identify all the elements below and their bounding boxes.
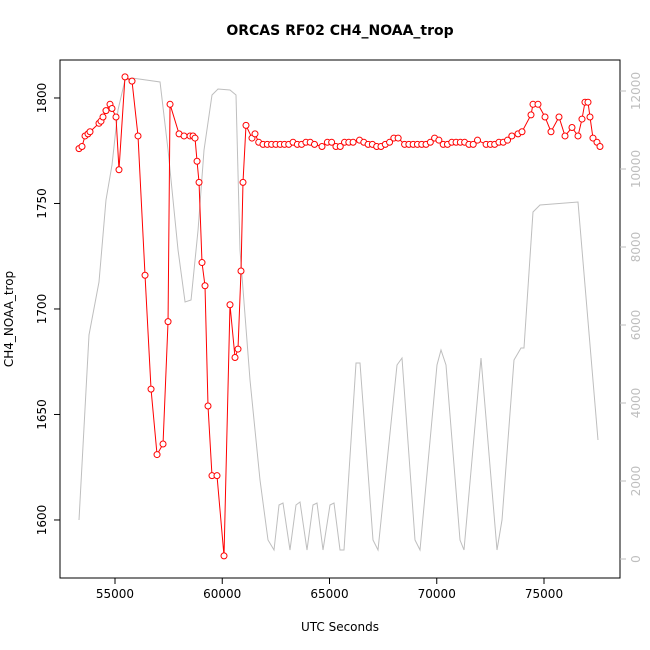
y-tick-label: 1700 — [35, 294, 49, 325]
data-point — [213, 472, 221, 480]
data-point — [220, 552, 228, 560]
chart-title: ORCAS RF02 CH4_NOAA_trop — [226, 23, 453, 39]
data-point — [193, 157, 201, 165]
data-point — [234, 345, 242, 353]
data-point — [318, 143, 326, 151]
y2-tick-label: 4000 — [629, 388, 643, 419]
y2-tick-label: 2000 — [629, 466, 643, 497]
x-tick-label: 60000 — [203, 587, 241, 601]
data-point — [508, 132, 516, 140]
data-point — [328, 138, 336, 146]
data-point — [239, 178, 247, 186]
data-point — [541, 113, 549, 121]
data-point — [159, 440, 167, 448]
x-tick-label: 75000 — [525, 587, 563, 601]
data-point — [147, 385, 155, 393]
data-point — [527, 111, 535, 119]
data-point — [584, 98, 592, 106]
data-point — [86, 128, 94, 136]
y2-tick-label: 12000 — [629, 72, 643, 110]
data-point — [251, 130, 259, 138]
plot-frame — [59, 59, 621, 579]
data-point — [394, 134, 402, 142]
data-point — [195, 178, 203, 186]
data-point — [231, 354, 239, 362]
y-tick-label: 1650 — [35, 399, 49, 430]
data-point — [547, 128, 555, 136]
data-point — [237, 267, 245, 275]
data-point — [596, 143, 604, 151]
data-point — [534, 100, 542, 108]
data-point — [201, 282, 209, 290]
data-point — [242, 121, 250, 129]
y-tick-label: 1750 — [35, 188, 49, 219]
data-point — [574, 132, 582, 140]
x-tick-label: 65000 — [310, 587, 348, 601]
data-point — [204, 402, 212, 410]
data-point — [99, 113, 107, 121]
y-tick-label: 1800 — [35, 83, 49, 114]
data-point — [349, 138, 357, 146]
data-point — [112, 113, 120, 121]
data-point — [336, 143, 344, 151]
data-point — [578, 115, 586, 123]
data-point — [226, 301, 234, 309]
data-point — [121, 73, 129, 81]
data-point — [115, 166, 123, 174]
data-point — [180, 132, 188, 140]
data-point — [518, 128, 526, 136]
data-point — [166, 100, 174, 108]
y2-tick-label: 8000 — [629, 232, 643, 263]
data-point — [310, 140, 318, 148]
data-point — [561, 132, 569, 140]
data-point — [474, 136, 482, 144]
data-point — [555, 113, 563, 121]
data-point — [426, 138, 434, 146]
x-tick-label: 70000 — [418, 587, 456, 601]
data-point — [153, 451, 161, 459]
data-point — [108, 105, 116, 113]
data-point — [78, 143, 86, 151]
data-point — [435, 136, 443, 144]
y-axis-label: CH4_NOAA_trop — [2, 271, 16, 367]
data-point — [589, 134, 597, 142]
data-point — [469, 140, 477, 148]
x-tick-label: 55000 — [96, 587, 134, 601]
series-line — [78, 77, 599, 552]
y2-tick-label: 10000 — [629, 150, 643, 188]
data-point — [134, 132, 142, 140]
data-point — [586, 113, 594, 121]
y2-tick-label: 6000 — [629, 310, 643, 341]
data-point — [128, 77, 136, 85]
data-point — [102, 107, 110, 115]
data-point — [504, 136, 512, 144]
data-point — [164, 318, 172, 326]
y2-tick-label: 0 — [629, 555, 643, 563]
data-point — [141, 271, 149, 279]
data-point — [191, 134, 199, 142]
data-point — [386, 138, 394, 146]
y-tick-label: 1600 — [35, 505, 49, 536]
data-point — [568, 124, 576, 132]
data-point — [198, 259, 206, 267]
x-axis-label: UTC Seconds — [301, 620, 379, 634]
